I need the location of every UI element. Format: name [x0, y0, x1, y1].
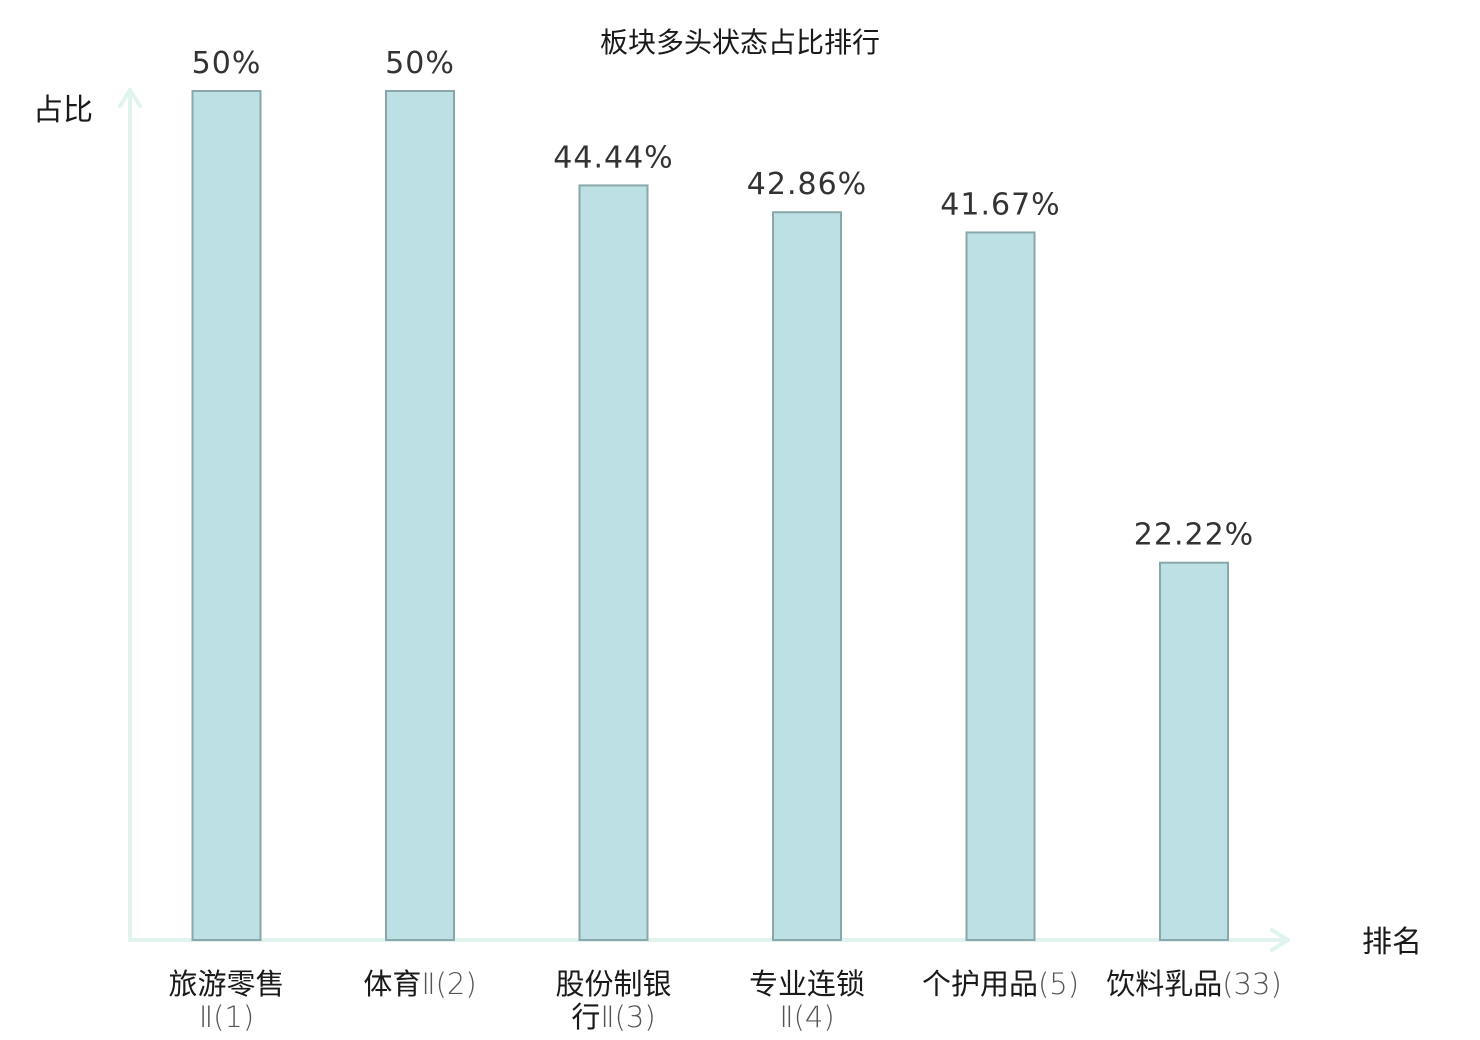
data-label: 42.86%	[747, 167, 867, 202]
y-axis-label: 占比	[33, 93, 93, 128]
bar	[385, 90, 455, 941]
tick-label-name: 专业连锁	[749, 967, 865, 1001]
bars-group	[191, 90, 1229, 942]
bar	[1159, 561, 1229, 941]
axes	[118, 88, 1290, 952]
data-label: 50%	[192, 46, 262, 81]
tick-label: 个护用品(5)	[922, 967, 1079, 1001]
tick-label: 旅游零售	[168, 967, 284, 1001]
data-label: 41.67%	[940, 187, 1060, 222]
tick-label: 股份制银	[555, 967, 671, 1001]
tick-label-rank: Ⅱ(3)	[600, 1000, 655, 1034]
tick-label-name: 旅游零售	[168, 967, 284, 1001]
tick-label-rank: Ⅱ(1)	[199, 1000, 254, 1034]
tick-label-name: 行	[571, 1000, 600, 1034]
data-label: 22.22%	[1134, 518, 1254, 553]
data-label: 44.44%	[553, 140, 673, 175]
tick-label: 专业连锁	[749, 967, 865, 1001]
tick-label: Ⅱ(1)	[199, 1000, 254, 1034]
bar	[965, 231, 1036, 941]
bar	[578, 184, 649, 941]
x-axis-arrow-icon	[1270, 928, 1290, 952]
chart-title: 板块多头状态占比排行	[600, 26, 880, 59]
tick-label-rank: Ⅱ(4)	[779, 1000, 834, 1034]
data-label: 50%	[385, 46, 455, 81]
bar	[772, 211, 842, 942]
tick-label: 饮料乳品(33)	[1106, 967, 1282, 1001]
value-labels-group: 50% 50% 44.44% 42.86% 41.67% 22.22%	[192, 46, 1254, 553]
tick-label-rank: (33)	[1222, 967, 1282, 1001]
tick-label-name: 股份制银	[555, 967, 671, 1001]
tick-label-rank: Ⅱ(2)	[421, 967, 476, 1001]
y-axis-arrow-icon	[118, 88, 142, 108]
tick-label: 体育Ⅱ(2)	[363, 967, 476, 1001]
tick-label-name: 体育	[363, 967, 421, 1001]
bar	[191, 90, 262, 941]
tick-label-name: 饮料乳品	[1106, 967, 1222, 1001]
tick-label: Ⅱ(4)	[779, 1000, 834, 1034]
tick-label-name: 个护用品	[922, 967, 1038, 1001]
tick-label-rank: (5)	[1038, 967, 1079, 1001]
x-axis-label: 排名	[1362, 925, 1422, 960]
tick-label: 行Ⅱ(3)	[571, 1000, 655, 1034]
